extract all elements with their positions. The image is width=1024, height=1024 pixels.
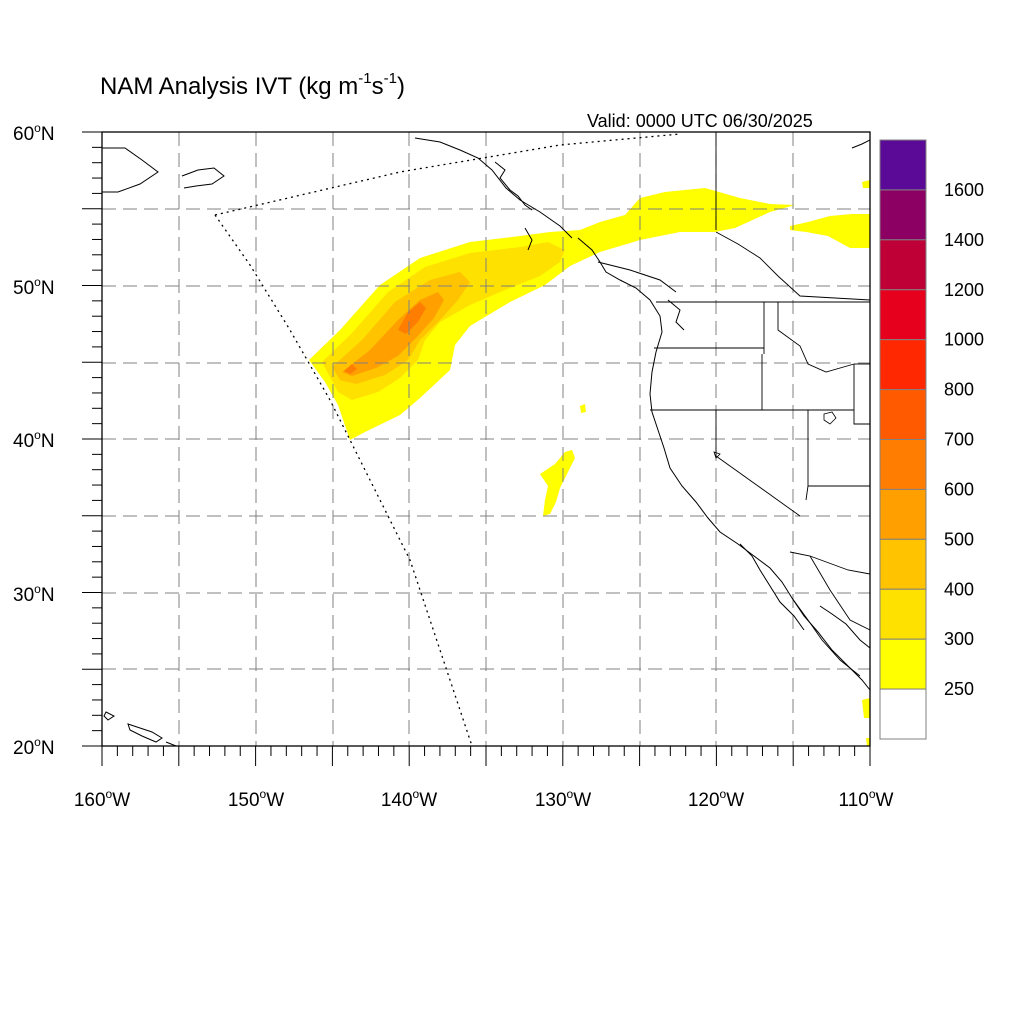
small-plume-tiny bbox=[580, 404, 586, 413]
colorbar-swatch bbox=[879, 538, 927, 590]
colorbar: 1600 1400 1200 1000 800 700 600 500 400 300 250 bbox=[879, 139, 984, 740]
lat-label-30: 30oN bbox=[13, 582, 55, 606]
lon-label-120: 120oW bbox=[688, 787, 744, 811]
coastlines bbox=[102, 137, 870, 746]
colorbar-swatch bbox=[879, 239, 927, 291]
colorbar-label: 1400 bbox=[944, 230, 984, 250]
colorbar-swatch bbox=[879, 638, 927, 690]
colorbar-label: 1600 bbox=[944, 180, 984, 200]
small-plume-canada bbox=[790, 214, 870, 248]
colorbar-label: 1000 bbox=[944, 330, 984, 350]
lon-label-150: 150oW bbox=[228, 787, 284, 811]
lon-label-130: 130oW bbox=[535, 787, 591, 811]
axis-ticks bbox=[82, 131, 871, 766]
colorbar-label: 300 bbox=[944, 629, 974, 649]
atmospheric-river-plume bbox=[309, 188, 795, 440]
chart-title: NAM Analysis IVT (kg m-1s-1) bbox=[100, 70, 405, 100]
colorbar-label: 500 bbox=[944, 529, 974, 549]
lon-labels: 160oW 150oW 140oW 130oW 120oW 110oW bbox=[74, 787, 894, 811]
lat-label-50: 50oN bbox=[13, 275, 55, 299]
lon-label-140: 140oW bbox=[381, 787, 437, 811]
colorbar-swatch bbox=[879, 588, 927, 640]
lat-label-40: 40oN bbox=[13, 428, 55, 452]
lat-label-20: 20oN bbox=[13, 735, 55, 759]
colorbar-label: 800 bbox=[944, 380, 974, 400]
small-plume-offshore bbox=[540, 450, 575, 516]
colorbar-swatch bbox=[879, 289, 927, 341]
colorbar-label: 600 bbox=[944, 479, 974, 499]
model-domain-boundary bbox=[214, 133, 681, 746]
colorbar-swatch bbox=[879, 139, 927, 191]
colorbar-swatch bbox=[879, 189, 927, 241]
colorbar-swatch bbox=[879, 488, 927, 540]
valid-time: Valid: 0000 UTC 06/30/2025 bbox=[587, 111, 813, 131]
colorbar-label: 1200 bbox=[944, 280, 984, 300]
colorbar-swatch bbox=[879, 439, 927, 490]
colorbar-label: 700 bbox=[944, 430, 974, 450]
lon-label-110: 110oW bbox=[839, 787, 894, 811]
lat-label-60: 60oN bbox=[13, 121, 55, 145]
lakes bbox=[713, 411, 837, 459]
colorbar-label: 400 bbox=[944, 579, 974, 599]
political-borders bbox=[650, 132, 870, 677]
graticule bbox=[102, 132, 870, 746]
lon-label-160: 160oW bbox=[74, 787, 130, 811]
colorbar-swatch bbox=[879, 339, 927, 391]
colorbar-swatch bbox=[879, 389, 927, 441]
colorbar-swatch bbox=[879, 688, 927, 740]
colorbar-label: 250 bbox=[944, 679, 974, 699]
lat-labels: 60oN 50oN 40oN 30oN 20oN bbox=[13, 121, 55, 759]
